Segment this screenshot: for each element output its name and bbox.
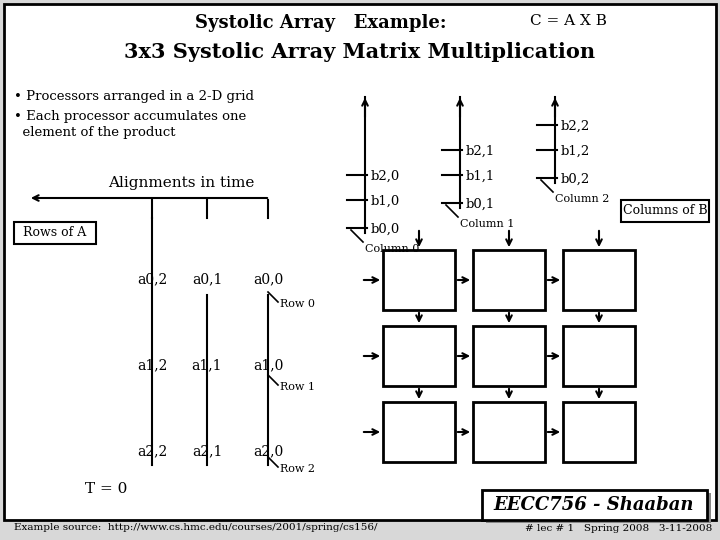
Text: b2,0: b2,0 bbox=[371, 170, 400, 183]
Bar bbox=[473, 402, 545, 462]
Text: element of the product: element of the product bbox=[14, 126, 176, 139]
Text: Column 2: Column 2 bbox=[555, 194, 609, 204]
Text: # lec # 1   Spring 2008   3-11-2008: # lec # 1 Spring 2008 3-11-2008 bbox=[525, 524, 712, 533]
Text: Column 0: Column 0 bbox=[365, 244, 419, 254]
Bar bbox=[482, 490, 707, 520]
Text: Row 1: Row 1 bbox=[280, 382, 315, 392]
Text: 3x3 Systolic Array Matrix Multiplication: 3x3 Systolic Array Matrix Multiplication bbox=[125, 42, 595, 62]
Text: Column 1: Column 1 bbox=[460, 219, 514, 229]
Bar bbox=[621, 200, 709, 222]
Text: b2,2: b2,2 bbox=[561, 119, 590, 132]
Text: T = 0: T = 0 bbox=[85, 482, 127, 496]
Bar bbox=[473, 250, 545, 310]
Text: Rows of A: Rows of A bbox=[23, 226, 86, 240]
Text: b0,0: b0,0 bbox=[371, 222, 400, 235]
Text: b1,1: b1,1 bbox=[466, 170, 495, 183]
Text: Alignments in time: Alignments in time bbox=[108, 176, 254, 190]
Text: Example source:  http://www.cs.hmc.edu/courses/2001/spring/cs156/: Example source: http://www.cs.hmc.edu/co… bbox=[14, 523, 377, 532]
Bar bbox=[473, 326, 545, 386]
Text: a0,0: a0,0 bbox=[253, 272, 283, 286]
Text: EECC756 - Shaaban: EECC756 - Shaaban bbox=[494, 496, 694, 514]
Text: a1,1: a1,1 bbox=[192, 358, 222, 372]
Text: Systolic Array   Example:: Systolic Array Example: bbox=[195, 14, 446, 32]
Text: a1,0: a1,0 bbox=[253, 358, 283, 372]
Bar bbox=[563, 402, 635, 462]
Text: b1,2: b1,2 bbox=[561, 145, 590, 158]
Text: a0,2: a0,2 bbox=[137, 272, 167, 286]
Text: a2,2: a2,2 bbox=[137, 444, 167, 458]
Bar bbox=[14, 222, 96, 244]
Bar bbox=[383, 326, 455, 386]
Text: Row 2: Row 2 bbox=[280, 464, 315, 474]
Bar bbox=[486, 493, 711, 523]
Text: b1,0: b1,0 bbox=[371, 194, 400, 207]
Text: a1,2: a1,2 bbox=[137, 358, 167, 372]
Text: • Each processor accumulates one: • Each processor accumulates one bbox=[14, 110, 246, 123]
Bar bbox=[383, 250, 455, 310]
Text: • Processors arranged in a 2-D grid: • Processors arranged in a 2-D grid bbox=[14, 90, 254, 103]
Text: b0,1: b0,1 bbox=[466, 198, 495, 211]
Text: a0,1: a0,1 bbox=[192, 272, 222, 286]
Text: a2,1: a2,1 bbox=[192, 444, 222, 458]
Bar bbox=[383, 402, 455, 462]
Bar bbox=[563, 326, 635, 386]
Text: a2,0: a2,0 bbox=[253, 444, 283, 458]
Text: C = A X B: C = A X B bbox=[530, 14, 607, 28]
Text: b2,1: b2,1 bbox=[466, 145, 495, 158]
Text: Columns of B: Columns of B bbox=[623, 205, 707, 218]
Text: b0,2: b0,2 bbox=[561, 172, 590, 186]
Bar bbox=[563, 250, 635, 310]
Text: Row 0: Row 0 bbox=[280, 299, 315, 309]
